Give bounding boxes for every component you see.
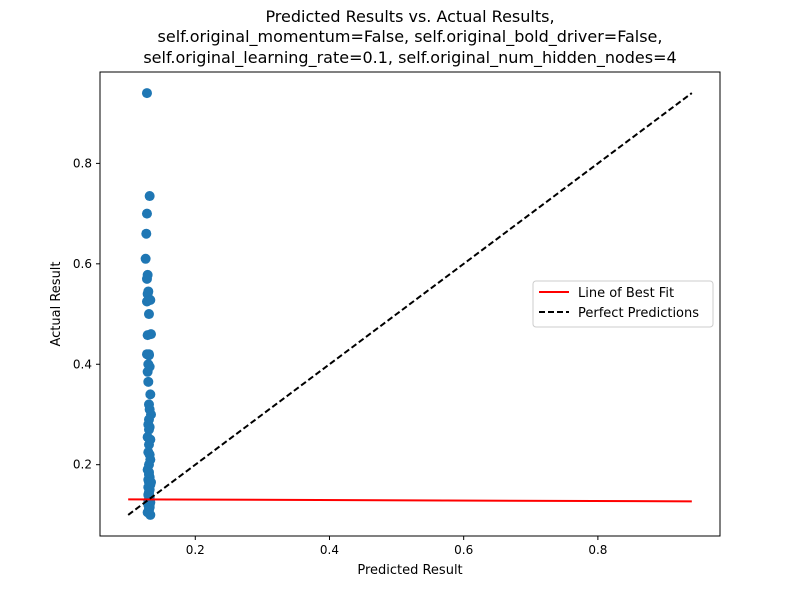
data-point [143,309,154,320]
data-point [140,253,151,264]
data-point [144,191,155,202]
data-point [141,208,152,219]
chart-title: Predicted Results vs. Actual Results, se… [143,7,676,68]
data-point [143,376,154,387]
perfect-predictions-line [127,92,693,516]
legend-box [532,280,714,328]
data-point [141,228,152,239]
data-point [143,424,154,435]
legend: Line of Best Fit Perfect Predictions [532,280,714,328]
data-point [141,273,152,284]
tick-layer: 0.2 0.4 0.6 0.8 0.2 0.4 0.6 0.8 [73,156,608,557]
title-line-3: self.original_learning_rate=0.1, self.or… [143,48,676,68]
y-tick-label: 0.8 [73,156,92,170]
data-point [142,366,153,377]
y-tick-label: 0.2 [73,458,92,472]
title-line-1: Predicted Results vs. Actual Results, [265,7,554,26]
data-point [142,330,153,341]
y-tick-label: 0.6 [73,257,92,271]
x-tick-label: 0.6 [454,543,473,557]
x-tick-label: 0.4 [320,543,339,557]
x-axis-label: Predicted Result [357,563,462,578]
axes-frame [99,71,721,537]
x-tick-label: 0.8 [588,543,607,557]
y-axis-label: Actual Result [49,261,64,346]
data-point [145,389,156,400]
best-fit-line [128,498,692,503]
x-tick-label: 0.2 [186,543,205,557]
y-tick-label: 0.4 [73,357,92,371]
legend-perfect-label: Perfect Predictions [578,306,699,321]
data-point [143,350,154,361]
title-line-2: self.original_momentum=False, self.origi… [158,27,663,47]
data-point [141,88,152,99]
data-point [141,296,152,307]
legend-best-fit-label: Line of Best Fit [578,286,674,301]
data-point [143,467,154,478]
data-point [145,477,156,488]
data-point [143,439,154,450]
plot-area [127,88,693,520]
